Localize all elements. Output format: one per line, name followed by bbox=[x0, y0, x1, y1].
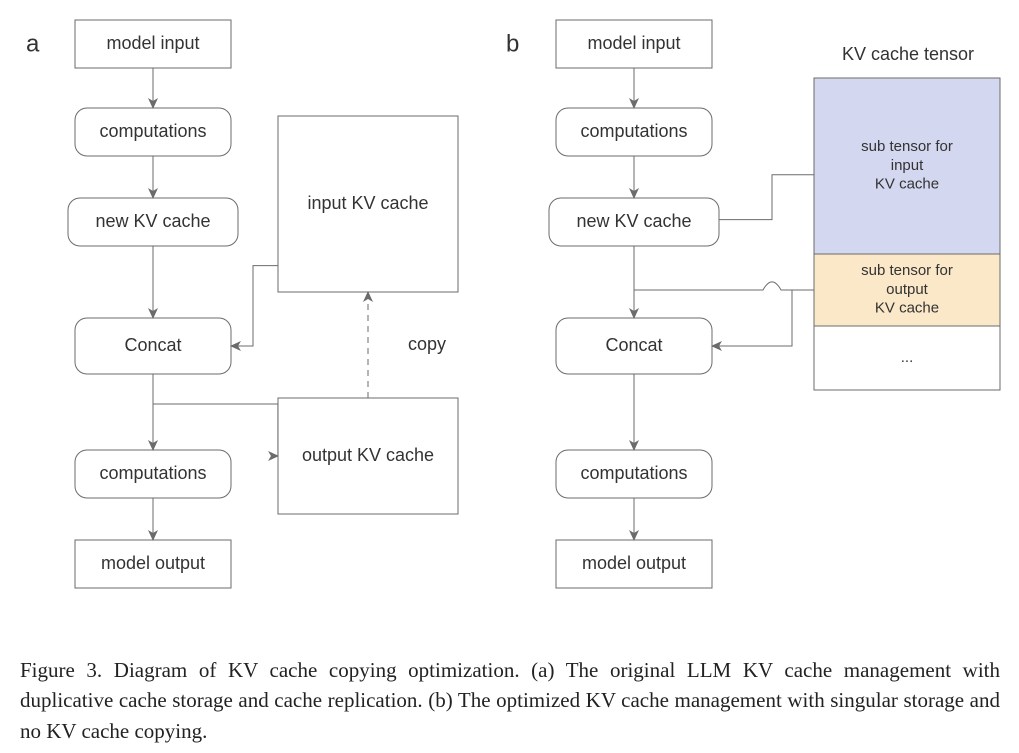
svg-text:model output: model output bbox=[101, 553, 205, 573]
svg-text:computations: computations bbox=[580, 121, 687, 141]
kv-cache-diagram: model input computations new KV cache Conca… bbox=[0, 0, 1019, 640]
svg-text:output: output bbox=[886, 281, 929, 298]
svg-text:KV cache tensor: KV cache tensor bbox=[842, 44, 974, 64]
svg-text:input KV cache: input KV cache bbox=[307, 193, 428, 213]
svg-text:computations: computations bbox=[99, 121, 206, 141]
svg-text:b: b bbox=[506, 30, 519, 57]
svg-text:copy: copy bbox=[408, 334, 446, 354]
svg-text:KV cache: KV cache bbox=[875, 300, 939, 317]
svg-text:computations: computations bbox=[99, 463, 206, 483]
svg-text:...: ... bbox=[901, 349, 914, 366]
svg-text:model input: model input bbox=[106, 33, 199, 53]
svg-text:sub tensor for: sub tensor for bbox=[861, 138, 953, 155]
caption-prefix: Figure 3. bbox=[20, 658, 102, 682]
svg-text:Concat: Concat bbox=[124, 335, 181, 355]
svg-text:model output: model output bbox=[582, 553, 686, 573]
svg-text:input: input bbox=[891, 157, 924, 174]
caption-text: Diagram of KV cache copying optimization… bbox=[20, 658, 1000, 743]
svg-text:output KV cache: output KV cache bbox=[302, 445, 434, 465]
svg-text:computations: computations bbox=[580, 463, 687, 483]
svg-text:new KV cache: new KV cache bbox=[576, 211, 691, 231]
figure-caption: Figure 3. Diagram of KV cache copying op… bbox=[20, 655, 1000, 746]
svg-text:sub tensor for: sub tensor for bbox=[861, 262, 953, 279]
svg-text:Concat: Concat bbox=[605, 335, 662, 355]
svg-text:KV cache: KV cache bbox=[875, 176, 939, 193]
svg-text:model input: model input bbox=[587, 33, 680, 53]
svg-text:a: a bbox=[26, 30, 40, 57]
svg-text:new KV cache: new KV cache bbox=[95, 211, 210, 231]
